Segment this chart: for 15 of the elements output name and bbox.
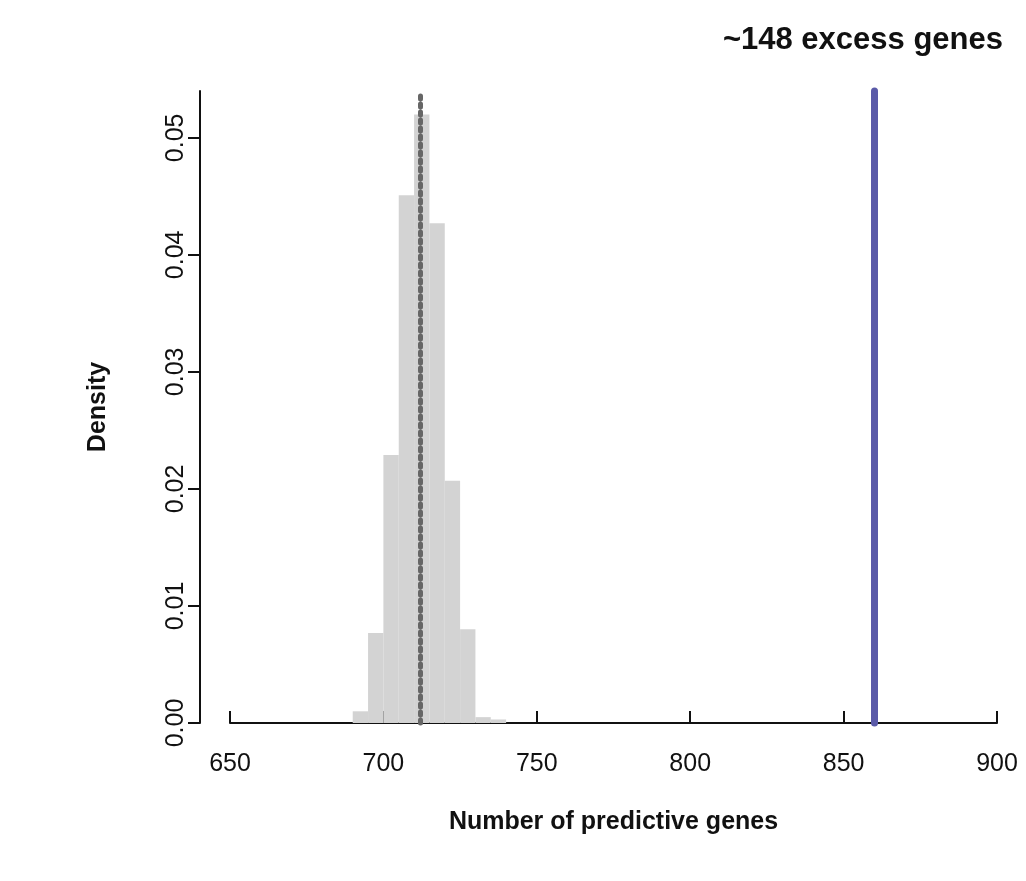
- y-tick-label: 0.02: [159, 464, 188, 514]
- y-tick-label: 0.00: [159, 698, 188, 748]
- y-tick-label: 0.05: [159, 113, 188, 163]
- x-tick-label: 750: [515, 747, 558, 776]
- x-tick-label: 700: [362, 747, 405, 776]
- x-tick-label: 650: [209, 747, 251, 776]
- y-tick-label: 0.03: [159, 347, 188, 397]
- y-tick-label: 0.04: [159, 230, 188, 280]
- x-tick-label: 900: [976, 747, 1018, 776]
- x-tick-label: 850: [822, 747, 865, 776]
- x-tick-label: 800: [669, 747, 712, 776]
- y-axis-title: Density: [81, 361, 110, 453]
- chart-title: ~148 excess genes: [722, 21, 1003, 56]
- x-axis-title: Number of predictive genes: [448, 805, 779, 834]
- y-tick-label: 0.01: [159, 581, 188, 631]
